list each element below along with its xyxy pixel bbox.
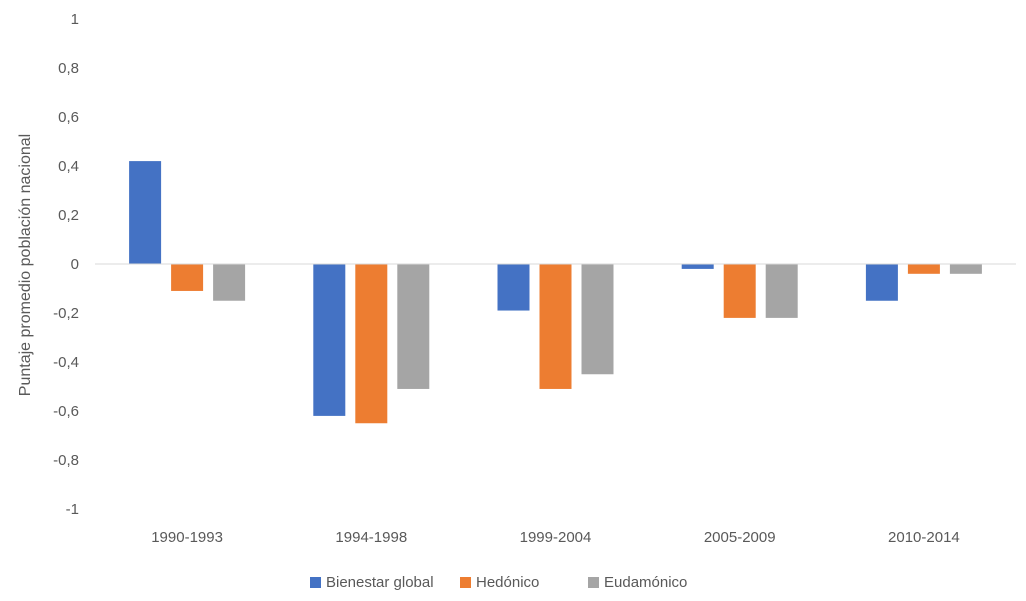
bar-hed-nico-1994-1998 [355, 264, 388, 424]
x-axis-categories: 1990-1993 1994-1998 1999-2004 2005-2009 2010… [151, 529, 960, 546]
bar-bienestar-global-1990-1993 [129, 161, 162, 264]
bar-bienestar-global-1994-1998 [313, 264, 346, 416]
bar-eudam-nico-1999-2004 [581, 264, 614, 375]
x-tick-label: 1990-1993 [151, 529, 223, 546]
y-axis-label: Puntaje promedio población nacional [17, 134, 34, 396]
legend-swatch [588, 577, 599, 588]
bar-hed-nico-1999-2004 [539, 264, 572, 389]
y-tick-label: 0 [71, 256, 79, 273]
bar-hed-nico-2005-2009 [723, 264, 756, 318]
bar-bienestar-global-2010-2014 [865, 264, 898, 301]
y-tick-label: -0,4 [53, 354, 79, 371]
legend-label: Hedónico [476, 574, 539, 591]
y-tick-label: 0,8 [58, 60, 79, 77]
legend-swatch [460, 577, 471, 588]
legend-label: Bienestar global [326, 574, 434, 591]
bar-eudam-nico-2005-2009 [765, 264, 798, 318]
bar-bienestar-global-1999-2004 [497, 264, 530, 311]
x-tick-label: 1994-1998 [335, 529, 407, 546]
bar-hed-nico-2010-2014 [907, 264, 940, 274]
x-tick-label: 2005-2009 [704, 529, 776, 546]
legend-swatch [310, 577, 321, 588]
bar-eudam-nico-1994-1998 [397, 264, 430, 389]
x-tick-label: 1999-2004 [520, 529, 592, 546]
bar-bienestar-global-2005-2009 [681, 264, 714, 269]
y-tick-label: -0,8 [53, 452, 79, 469]
y-tick-label: 0,6 [58, 109, 79, 126]
legend: Bienestar global Hedónico Eudamónico [310, 574, 687, 591]
y-tick-label: -0,6 [53, 403, 79, 420]
y-axis-ticks: 1 0,8 0,6 0,4 0,2 0 -0,2 -0,4 -0,6 -0,8 -1 [53, 11, 79, 518]
y-tick-label: -0,2 [53, 305, 79, 322]
bar-hed-nico-1990-1993 [171, 264, 204, 291]
bar-eudam-nico-1990-1993 [213, 264, 246, 301]
y-tick-label: 1 [71, 11, 79, 28]
y-tick-label: 0,2 [58, 207, 79, 224]
y-tick-label: -1 [66, 501, 79, 518]
y-tick-label: 0,4 [58, 158, 79, 175]
bars [129, 161, 982, 424]
x-tick-label: 2010-2014 [888, 529, 960, 546]
legend-label: Eudamónico [604, 574, 687, 591]
bar-eudam-nico-2010-2014 [949, 264, 982, 274]
